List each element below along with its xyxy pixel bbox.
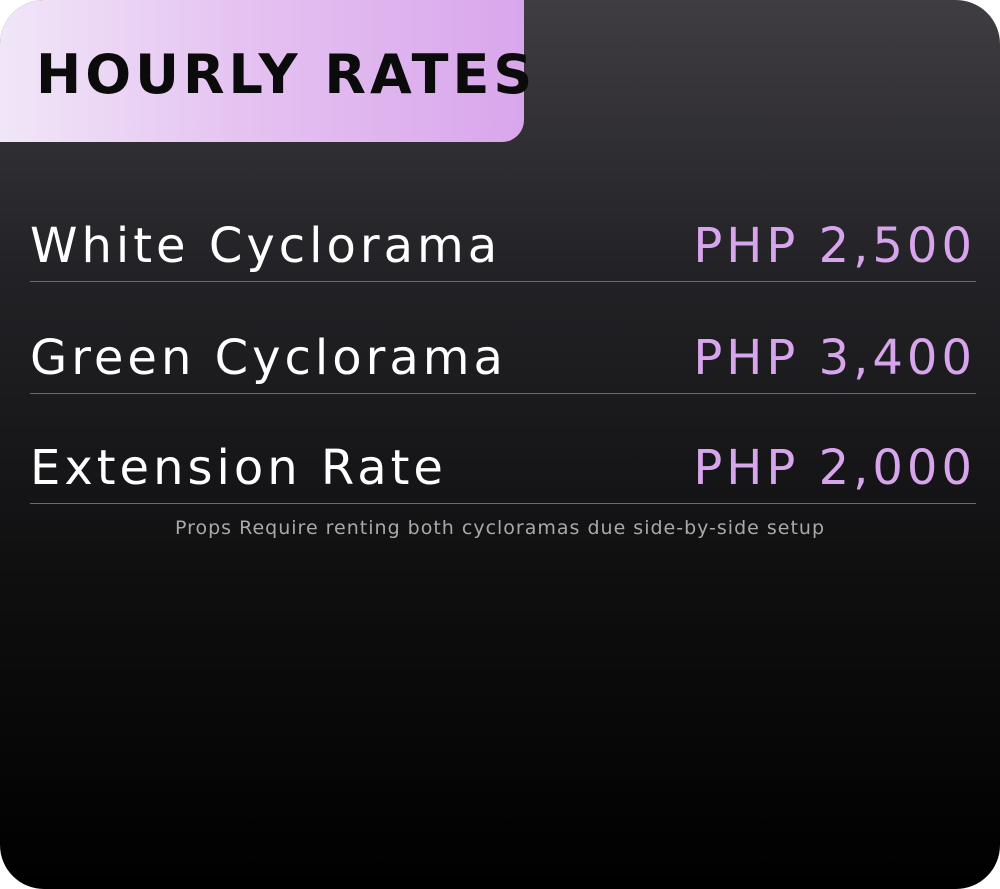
rate-row-extension-rate: Extension Rate PHP 2,000 [30,437,976,504]
rate-price: PHP 2,500 [693,218,976,274]
rate-price: PHP 3,400 [693,330,976,386]
rate-row-white-cyclorama: White Cyclorama PHP 2,500 [30,215,976,282]
rate-name: Extension Rate [30,440,447,496]
rate-price: PHP 2,000 [693,440,976,496]
page-title: HOURLY RATES [36,43,537,106]
rate-name: White Cyclorama [30,218,502,274]
rate-name: Green Cyclorama [30,330,507,386]
rate-row-green-cyclorama: Green Cyclorama PHP 3,400 [30,327,976,394]
title-tab: HOURLY RATES [0,0,532,142]
footnote: Props Require renting both cycloramas du… [174,517,826,539]
